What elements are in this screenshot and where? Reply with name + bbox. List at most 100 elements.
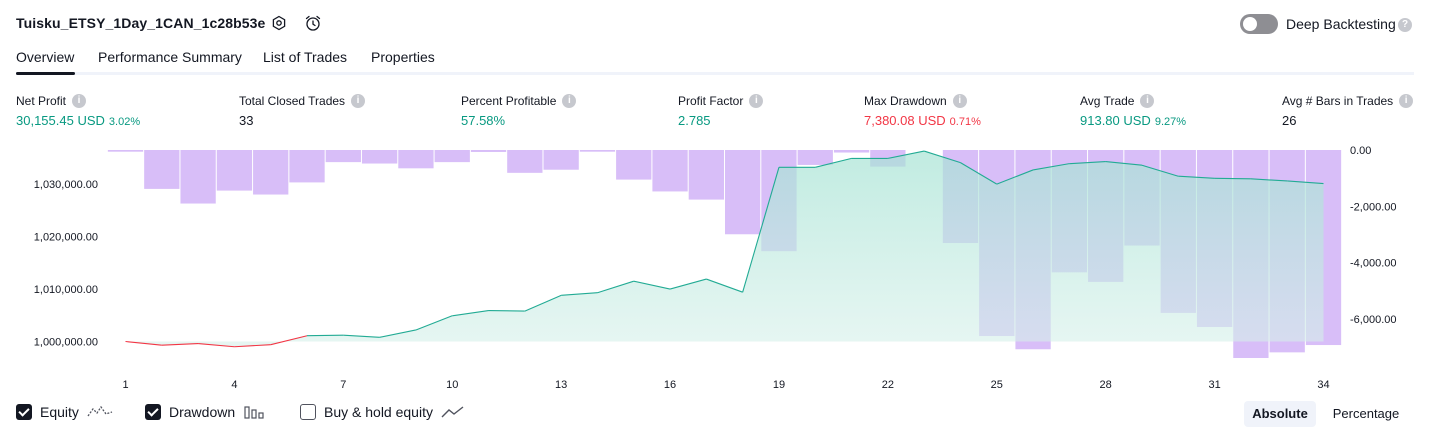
- drawdown-bar: [107, 150, 144, 152]
- absolute-button[interactable]: Absolute: [1244, 401, 1316, 427]
- drawdown-bar: [144, 150, 180, 189]
- metric-percent-text: 3.02%: [108, 116, 141, 128]
- deep-backtesting-toggle[interactable]: [1240, 14, 1278, 34]
- metric-max-drawdown-value: 7,380.08 USD 0.71%: [864, 113, 981, 128]
- x-tick-label: 28: [1100, 379, 1112, 391]
- metric-value-text: 57.58%: [461, 113, 506, 128]
- equity-line-segment: [561, 292, 598, 296]
- x-tick-label: 25: [991, 379, 1003, 391]
- info-icon[interactable]: i: [562, 94, 577, 108]
- drawdown-bar: [579, 150, 616, 152]
- equity-line-segment: [379, 329, 417, 338]
- y-left-tick-label: 1,010,000.00: [34, 284, 98, 296]
- equity-line-segment: [270, 335, 308, 346]
- metric-value-text: 30,155.45 USD: [16, 113, 105, 128]
- gear-icon[interactable]: [270, 14, 288, 32]
- legend-drawdown[interactable]: Drawdown: [145, 404, 265, 420]
- metric-label-text: Max Drawdown: [864, 94, 947, 108]
- y-right-tick-label: -2,000.00: [1350, 201, 1396, 213]
- info-icon[interactable]: i: [1399, 94, 1414, 108]
- tab-list-of-trades[interactable]: List of Trades: [263, 49, 348, 65]
- metric-value-text: 913.80 USD: [1080, 113, 1151, 128]
- metric-max-drawdown-label: Max Drawdown i: [864, 94, 967, 108]
- buy-hold-checkbox[interactable]: [300, 404, 316, 420]
- toggle-knob: [1243, 17, 1257, 31]
- tab-performance-summary[interactable]: Performance Summary: [98, 49, 242, 65]
- equity-line-segment: [198, 343, 235, 348]
- equity-line-segment: [161, 343, 199, 346]
- drawdown-bar: [725, 150, 761, 235]
- metric-label-text: Net Profit: [16, 94, 67, 108]
- metric-net-profit-value: 30,155.45 USD 3.02%: [16, 113, 140, 128]
- info-icon[interactable]: i: [749, 94, 764, 108]
- equity-line-segment: [234, 344, 271, 348]
- x-tick-label: 22: [882, 379, 894, 391]
- metric-percent-text: 0.71%: [949, 116, 981, 128]
- drawdown-bar: [833, 150, 870, 153]
- drawdown-bar: [398, 150, 434, 169]
- x-tick-label: 4: [231, 379, 237, 391]
- equity-line-segment: [815, 157, 852, 168]
- buy-hold-line-icon: [441, 406, 464, 418]
- question-icon[interactable]: ?: [1398, 18, 1412, 32]
- axis-ticks: 1,000,000.00 1,010,000.00 1,020,000.00 1,03…: [34, 145, 1397, 391]
- drawdown-bar: [216, 150, 253, 191]
- info-icon[interactable]: i: [952, 94, 967, 108]
- equity-line-segment: [1069, 160, 1106, 165]
- x-tick-label: 31: [1208, 379, 1220, 391]
- equity-line-segment: [1214, 177, 1251, 180]
- metric-percent-profitable-value: 57.58%: [461, 113, 505, 128]
- alarm-clock-icon[interactable]: [304, 14, 322, 32]
- equity-line-icon: [87, 405, 113, 417]
- equity-line-segment: [1250, 178, 1288, 182]
- metric-value-text: 2.785: [678, 113, 711, 128]
- metric-value-text: 7,380.08 USD: [864, 113, 946, 128]
- equity-line-segment: [343, 334, 380, 338]
- y-right-tick-label: -6,000.00: [1350, 314, 1396, 326]
- metric-label-text: Avg Trade: [1080, 94, 1135, 108]
- x-tick-label: 34: [1317, 379, 1329, 391]
- drawdown-bars-icon: [244, 406, 264, 419]
- y-left-tick-label: 1,000,000.00: [34, 337, 98, 349]
- drawdown-bar: [289, 150, 325, 183]
- x-tick-label: 7: [340, 379, 346, 391]
- drawdown-bar: [543, 150, 579, 170]
- equity-line-segment: [415, 315, 453, 331]
- equity-line-segment: [488, 310, 525, 312]
- legend-buy-hold[interactable]: Buy & hold equity: [300, 404, 465, 420]
- tab-properties[interactable]: Properties: [371, 49, 435, 65]
- equity-drawdown-chart[interactable]: 1,000,000.00 1,010,000.00 1,020,000.00 1,03…: [0, 0, 1431, 400]
- equity-line-segment: [1141, 164, 1179, 177]
- metric-profit-factor-label: Profit Factor i: [678, 94, 764, 108]
- equity-checkbox[interactable]: [16, 404, 32, 420]
- drawdown-bar: [688, 150, 724, 200]
- info-icon[interactable]: i: [1140, 94, 1155, 108]
- legend-drawdown-label: Drawdown: [169, 404, 236, 420]
- equity-line-segment: [125, 340, 162, 346]
- x-tick-label: 10: [446, 379, 458, 391]
- equity-line-segment: [706, 278, 743, 293]
- tab-overview[interactable]: Overview: [16, 49, 75, 65]
- equity-line-segment: [1178, 175, 1215, 179]
- legend-equity[interactable]: Equity: [16, 404, 113, 420]
- tab-divider: [16, 72, 1414, 75]
- equity-line-segment: [960, 162, 998, 185]
- drawdown-bar: [325, 150, 361, 163]
- drawdown-bar: [361, 150, 398, 164]
- equity-line-segment: [742, 167, 780, 293]
- percentage-button[interactable]: Percentage: [1332, 406, 1400, 421]
- metric-label-text: Total Closed Trades: [239, 94, 346, 108]
- info-icon[interactable]: i: [351, 94, 366, 108]
- equity-fill: [125, 151, 1324, 347]
- equity-line-segment: [924, 150, 961, 164]
- info-icon[interactable]: i: [72, 94, 87, 108]
- metric-percent-text: 9.27%: [1154, 116, 1187, 128]
- equity-line-segment: [524, 294, 562, 312]
- drawdown-bar: [180, 150, 216, 204]
- drawdown-checkbox[interactable]: [145, 404, 161, 420]
- equity-line-segment: [1105, 160, 1143, 166]
- x-tick-label: 13: [555, 379, 567, 391]
- drawdown-bar: [652, 150, 688, 192]
- metric-profit-factor-value: 2.785: [678, 113, 711, 128]
- legend-equity-label: Equity: [40, 404, 79, 420]
